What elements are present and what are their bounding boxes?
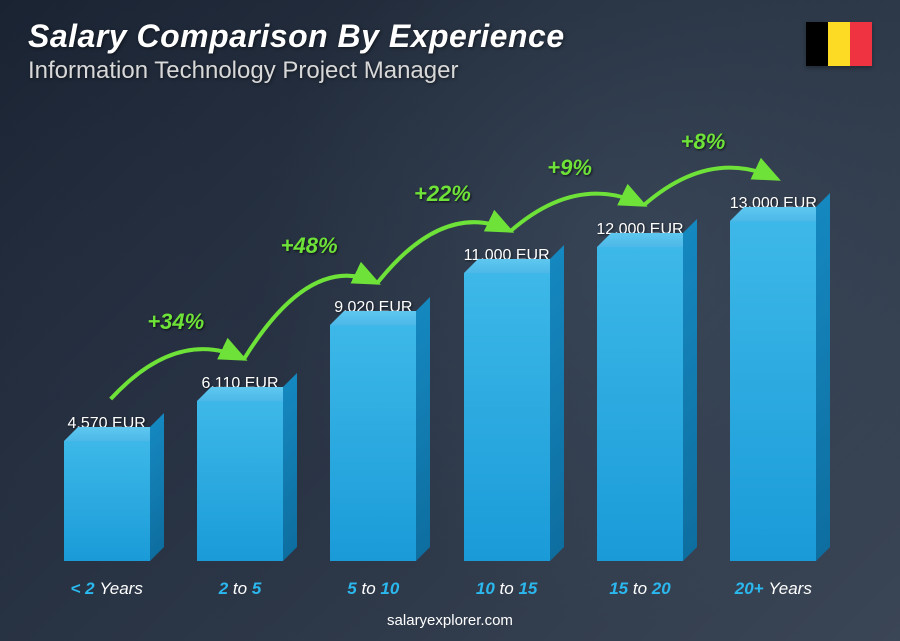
bar-group: 4,570 EUR <box>40 120 173 561</box>
header: Salary Comparison By Experience Informat… <box>28 18 872 85</box>
bar-top-face <box>197 387 297 401</box>
flag-stripe-1 <box>828 22 850 66</box>
bar-front <box>464 273 550 561</box>
x-axis-label: 15 to 20 <box>573 579 706 599</box>
bar-front <box>730 221 816 561</box>
increase-pct-label: +9% <box>547 155 592 181</box>
bar <box>64 441 150 561</box>
bar-front <box>330 325 416 561</box>
chart-title: Salary Comparison By Experience <box>28 18 872 55</box>
bar-group: 12,000 EUR <box>573 120 706 561</box>
bar <box>730 221 816 561</box>
country-flag <box>806 22 872 66</box>
bar-front <box>64 441 150 561</box>
chart-subtitle: Information Technology Project Manager <box>28 57 872 85</box>
bar-front <box>197 401 283 561</box>
x-axis-label: < 2 Years <box>40 579 173 599</box>
bar-top-face <box>597 233 697 247</box>
increase-pct-label: +22% <box>414 181 471 207</box>
x-axis-label: 10 to 15 <box>440 579 573 599</box>
bar-side-face <box>283 373 297 561</box>
bar <box>464 273 550 561</box>
bar-front <box>597 247 683 561</box>
bar-side-face <box>416 297 430 561</box>
increase-pct-label: +48% <box>281 233 338 259</box>
footer-attribution: salaryexplorer.com <box>0 612 900 629</box>
bar <box>330 325 416 561</box>
x-axis-label: 5 to 10 <box>307 579 440 599</box>
flag-stripe-0 <box>806 22 828 66</box>
x-axis-label: 2 to 5 <box>173 579 306 599</box>
increase-pct-label: +34% <box>147 309 204 335</box>
flag-stripe-2 <box>850 22 872 66</box>
increase-pct-label: +8% <box>681 129 726 155</box>
bar-group: 13,000 EUR <box>707 120 840 561</box>
bar-side-face <box>150 413 164 561</box>
x-axis-label: 20+ Years <box>707 579 840 599</box>
bar-side-face <box>550 245 564 561</box>
bar-top-face <box>64 427 164 441</box>
bar-side-face <box>683 219 697 561</box>
x-axis-labels: < 2 Years2 to 55 to 1010 to 1515 to 2020… <box>40 579 840 599</box>
bar <box>597 247 683 561</box>
bar-side-face <box>816 193 830 561</box>
bar-group: 6,110 EUR <box>173 120 306 561</box>
bar <box>197 401 283 561</box>
bar-top-face <box>464 259 564 273</box>
